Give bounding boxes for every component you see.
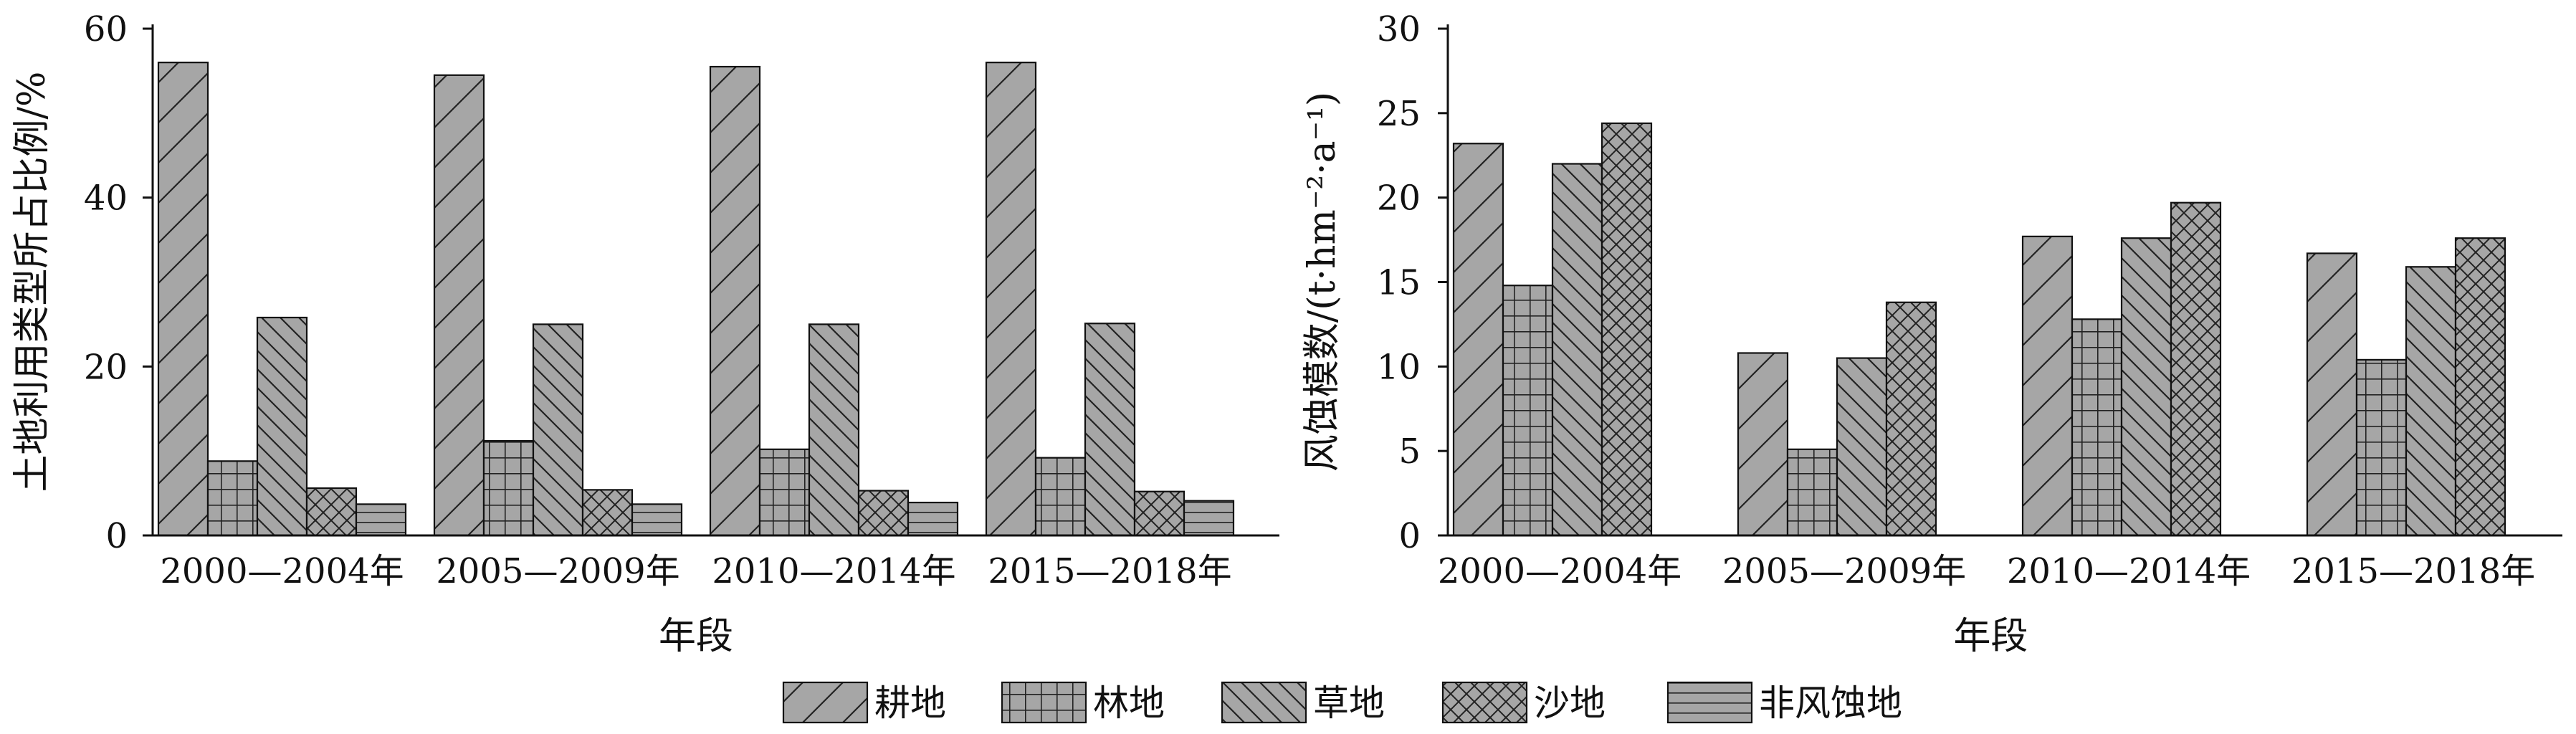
bar-proportion-林地-2015—2018年 bbox=[1034, 457, 1087, 537]
y-axis-title: 土地利用类型所占比例/% bbox=[11, 72, 54, 492]
x-tick-label: 2015—2018年 bbox=[2291, 551, 2535, 591]
y-axis-title: 风蚀模数/(t·hm⁻²·a⁻¹) bbox=[1301, 92, 1344, 472]
bar-proportion-林地-2005—2009年 bbox=[482, 439, 535, 537]
legend-label-草地: 草地 bbox=[1313, 682, 1385, 724]
bar-erosion-草地-2010—2014年 bbox=[2120, 237, 2172, 537]
bar-proportion-耕地-2005—2009年 bbox=[433, 74, 485, 537]
y-tick-label: 10 bbox=[1377, 347, 1421, 387]
wind-erosion-modulus-chart: 2000—2004年 2005—2009年 2010—2014年 2015—2018年… bbox=[1301, 9, 2562, 658]
bar-proportion-草地-2000—2004年 bbox=[256, 316, 308, 537]
legend-swatch-沙地 bbox=[1441, 681, 1528, 724]
y-tick-label: 0 bbox=[1398, 516, 1421, 556]
legend-label-林地: 林地 bbox=[1093, 682, 1165, 724]
land-use-proportion-chart: 2000—2004年 2005—2009年 2010—2014年 2015—2018年… bbox=[11, 9, 1279, 658]
legend-swatch-草地 bbox=[1221, 681, 1307, 724]
bar-proportion-草地-2005—2009年 bbox=[532, 323, 584, 537]
bar-erosion-沙地-2005—2009年 bbox=[1885, 301, 1937, 537]
bar-proportion-非风蚀地-2010—2014年 bbox=[907, 501, 959, 537]
legend: 耕地 林地 草地 沙地 非风蚀地 bbox=[782, 681, 1902, 724]
bar-proportion-耕地-2015—2018年 bbox=[985, 62, 1037, 537]
legend-swatch-非风蚀地 bbox=[1666, 681, 1753, 724]
y-tick-label: 25 bbox=[1377, 94, 1421, 134]
y-tick-label: 0 bbox=[105, 516, 128, 556]
legend-label-非风蚀地: 非风蚀地 bbox=[1759, 682, 1902, 724]
y-tick-label: 30 bbox=[1377, 9, 1421, 49]
bar-erosion-沙地-2010—2014年 bbox=[2170, 201, 2222, 537]
x-tick-label: 2000—2004年 bbox=[1438, 551, 1681, 591]
bar-proportion-草地-2015—2018年 bbox=[1084, 323, 1136, 537]
x-tick-label: 2005—2009年 bbox=[1722, 551, 1966, 591]
bar-proportion-林地-2000—2004年 bbox=[206, 460, 259, 537]
bar-erosion-草地-2005—2009年 bbox=[1836, 357, 1888, 537]
bar-proportion-非风蚀地-2000—2004年 bbox=[355, 503, 407, 537]
bar-erosion-耕地-2010—2014年 bbox=[2021, 235, 2074, 537]
legend-swatch-耕地 bbox=[782, 681, 869, 724]
legend-swatch-林地 bbox=[1001, 681, 1087, 724]
bar-proportion-草地-2010—2014年 bbox=[808, 323, 860, 537]
bar-erosion-草地-2000—2004年 bbox=[1551, 163, 1603, 537]
x-tick-label: 2010—2014年 bbox=[712, 551, 955, 591]
x-tick-label: 2010—2014年 bbox=[2007, 551, 2251, 591]
bar-erosion-耕地-2015—2018年 bbox=[2306, 252, 2358, 537]
x-axis-title: 年段 bbox=[659, 615, 733, 658]
bar-erosion-林地-2005—2009年 bbox=[1786, 448, 1838, 537]
bar-erosion-草地-2015—2018年 bbox=[2405, 266, 2457, 537]
bar-erosion-沙地-2000—2004年 bbox=[1601, 122, 1653, 537]
y-tick-label: 20 bbox=[84, 347, 128, 387]
legend-label-沙地: 沙地 bbox=[1534, 682, 1606, 724]
bar-proportion-非风蚀地-2005—2009年 bbox=[631, 503, 683, 537]
bar-proportion-非风蚀地-2015—2018年 bbox=[1183, 500, 1235, 537]
bar-erosion-林地-2010—2014年 bbox=[2071, 318, 2123, 537]
y-tick-label: 5 bbox=[1398, 432, 1421, 472]
bar-erosion-耕地-2000—2004年 bbox=[1452, 143, 1504, 537]
bar-proportion-耕地-2000—2004年 bbox=[157, 62, 209, 537]
x-tick-label: 2015—2018年 bbox=[988, 551, 1231, 591]
bar-proportion-耕地-2010—2014年 bbox=[709, 65, 761, 537]
bar-erosion-耕地-2005—2009年 bbox=[1737, 352, 1789, 537]
y-tick-label: 15 bbox=[1377, 263, 1421, 303]
bar-proportion-沙地-2010—2014年 bbox=[857, 490, 910, 537]
y-tick-label: 20 bbox=[1377, 178, 1421, 219]
bar-proportion-沙地-2005—2009年 bbox=[581, 489, 634, 537]
bar-proportion-沙地-2000—2004年 bbox=[305, 487, 358, 537]
y-tick-label: 40 bbox=[84, 178, 128, 219]
bar-erosion-沙地-2015—2018年 bbox=[2454, 237, 2506, 537]
bar-proportion-林地-2010—2014年 bbox=[758, 448, 811, 537]
y-tick-label: 60 bbox=[84, 9, 128, 49]
legend-label-耕地: 耕地 bbox=[874, 682, 946, 724]
x-tick-label: 2000—2004年 bbox=[160, 551, 404, 591]
x-tick-label: 2005—2009年 bbox=[436, 551, 679, 591]
bar-proportion-沙地-2015—2018年 bbox=[1133, 490, 1186, 537]
x-axis-title: 年段 bbox=[1953, 615, 2028, 658]
bar-erosion-林地-2015—2018年 bbox=[2355, 358, 2408, 537]
bar-erosion-林地-2000—2004年 bbox=[1502, 285, 1554, 537]
